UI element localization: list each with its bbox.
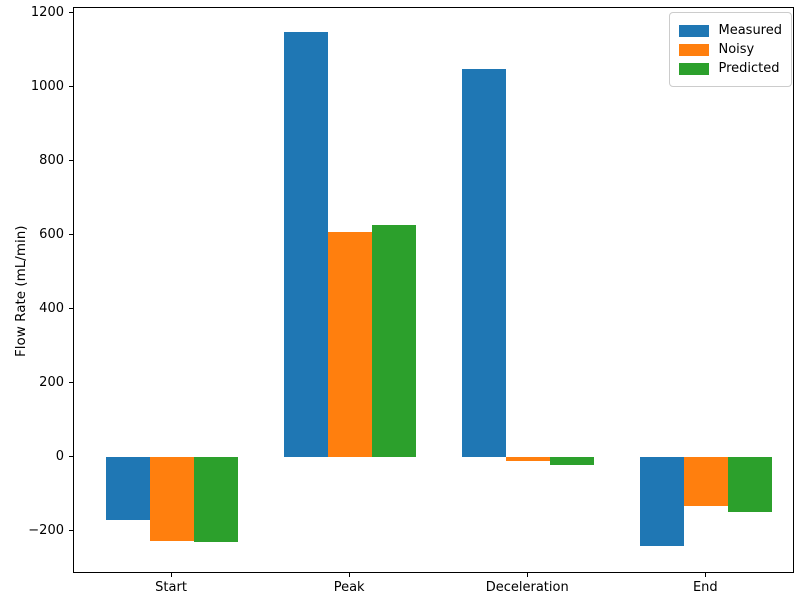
legend-swatch-noisy (679, 43, 710, 56)
legend: Measured Noisy Predicted (669, 12, 792, 87)
y-tick-label: 0 (55, 448, 64, 464)
x-tick-label-deceleration: Deceleration (485, 580, 569, 595)
x-tick-mark (170, 573, 172, 577)
bar-noisy-end (684, 457, 729, 507)
legend-label-measured: Measured (718, 23, 782, 38)
y-tick-label: 400 (39, 300, 64, 316)
bar-measured-peak (284, 32, 329, 458)
y-tick-label: 800 (39, 153, 64, 169)
x-tick-label-start: Start (155, 580, 187, 595)
bar-noisy-peak (328, 231, 373, 458)
y-tick-mark (69, 381, 73, 383)
y-tick-mark (69, 234, 73, 235)
bar-noisy-deceleration (506, 457, 551, 462)
bar-predicted-peak (372, 225, 417, 458)
x-tick-mark (704, 573, 706, 577)
y-tick-mark (69, 160, 73, 162)
bar-measured-end (640, 457, 685, 547)
x-tick-mark (348, 573, 350, 577)
y-tick-label: −200 (28, 522, 64, 538)
legend-swatch-predicted (679, 62, 710, 75)
y-tick-mark (69, 12, 73, 14)
legend-item-predicted: Predicted (679, 61, 782, 76)
bar-noisy-start (150, 457, 195, 541)
x-tick-label-end: End (692, 580, 718, 595)
x-tick-label-peak: Peak (333, 580, 365, 595)
legend-item-measured: Measured (679, 23, 782, 38)
y-axis-label: Flow Rate (mL/min) (13, 225, 29, 357)
bar-predicted-end (728, 457, 773, 513)
bar-predicted-deceleration (550, 457, 595, 465)
bar-measured-start (106, 457, 151, 521)
legend-label-predicted: Predicted (718, 61, 780, 76)
bar-measured-deceleration (462, 69, 507, 458)
bar-predicted-start (194, 457, 239, 542)
y-tick-label: 1200 (30, 5, 64, 21)
legend-item-noisy: Noisy (679, 42, 782, 57)
y-tick-mark (69, 455, 73, 457)
plot-area: Measured Noisy Predicted (73, 7, 794, 573)
legend-swatch-measured (679, 24, 710, 37)
y-tick-mark (69, 86, 73, 88)
y-tick-mark (69, 307, 73, 309)
y-tick-label: 600 (39, 227, 64, 242)
x-tick-mark (526, 573, 528, 577)
y-tick-label: 1000 (30, 79, 64, 95)
legend-label-noisy: Noisy (718, 42, 755, 57)
y-tick-mark (69, 529, 73, 531)
y-tick-label: 200 (39, 374, 64, 390)
